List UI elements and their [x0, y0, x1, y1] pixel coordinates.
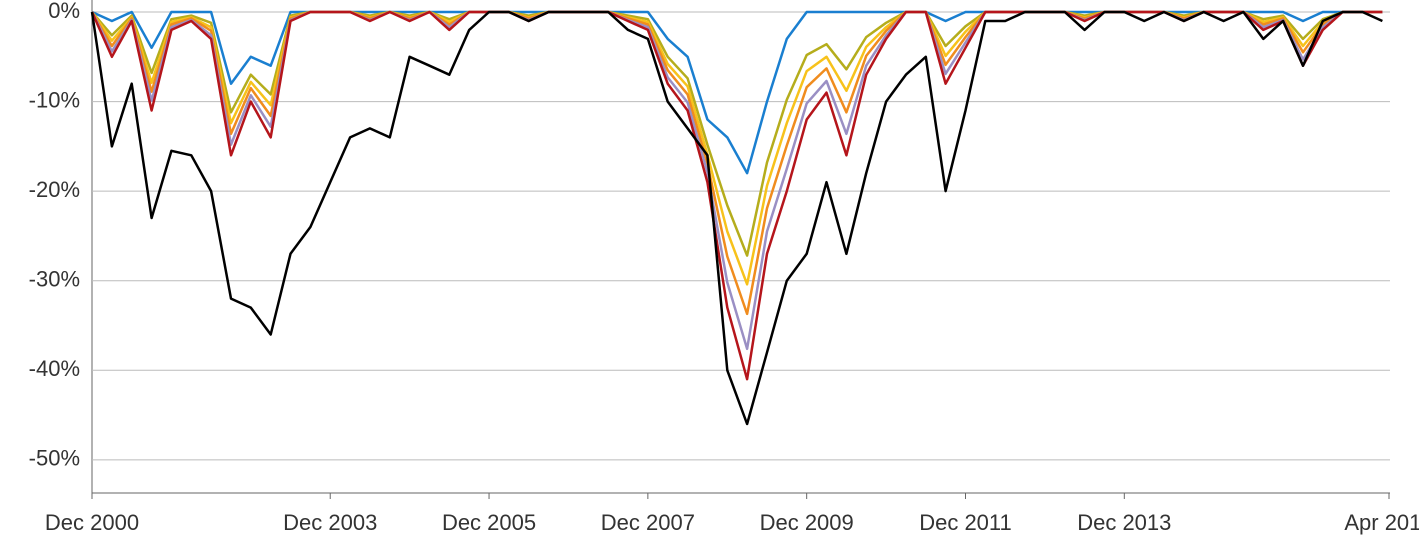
- x-tick-label: Apr 2017: [1344, 510, 1419, 535]
- x-tick-label: Dec 2005: [442, 510, 536, 535]
- x-tick-label: Dec 2011: [919, 510, 1012, 535]
- x-tick-label: Dec 2007: [601, 510, 695, 535]
- x-tick-label: Dec 2009: [760, 510, 854, 535]
- y-tick-label: -10%: [29, 87, 80, 112]
- y-tick-label: -40%: [29, 356, 80, 381]
- series-line: [90, 10, 1383, 381]
- series-line: [90, 10, 1383, 426]
- y-tick-label: -20%: [29, 177, 80, 202]
- x-tick-label: Dec 2013: [1077, 510, 1171, 535]
- y-tick-label: -50%: [29, 446, 80, 471]
- y-tick-label: -30%: [29, 267, 80, 292]
- y-tick-label: 0%: [48, 0, 80, 23]
- x-tick-label: Dec 2000: [45, 510, 139, 535]
- x-tick-label: Dec 2003: [283, 510, 377, 535]
- series-line: [90, 10, 1383, 351]
